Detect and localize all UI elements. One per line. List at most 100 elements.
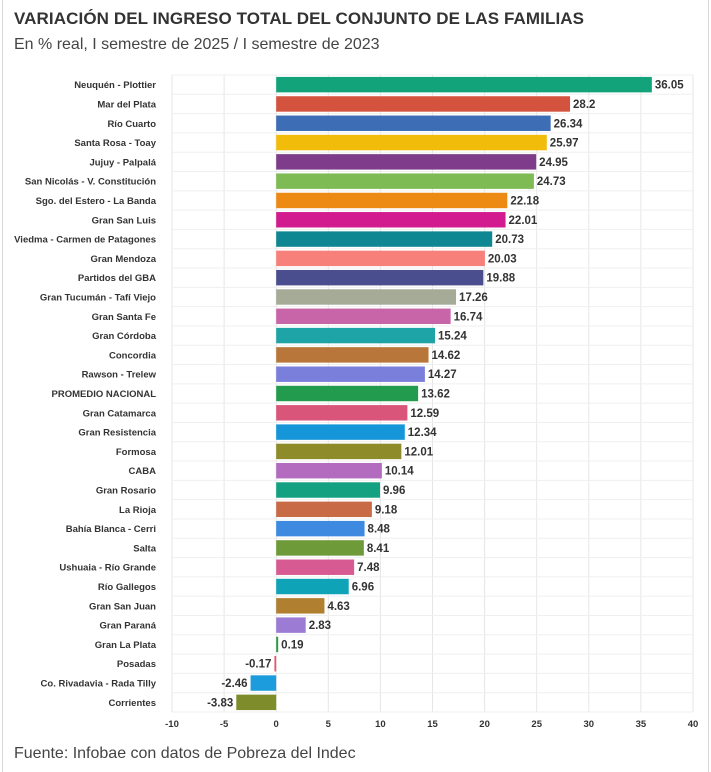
- category-label: Río Gallegos: [98, 582, 156, 593]
- value-label: 16.74: [454, 311, 483, 323]
- value-label: 36.05: [655, 80, 684, 92]
- category-label: Rawson - Trelew: [82, 370, 157, 381]
- bar: [276, 289, 457, 305]
- value-label: 22.18: [510, 195, 539, 207]
- bar: [276, 462, 382, 479]
- x-tick-label: 20: [479, 719, 490, 730]
- bar: [276, 250, 485, 267]
- value-label: 12.01: [404, 446, 433, 458]
- x-tick-label: 5: [326, 719, 332, 730]
- bar: [276, 366, 425, 382]
- bar: [276, 443, 402, 460]
- category-label: Formosa: [116, 447, 157, 458]
- bar: [276, 385, 419, 402]
- category-label: Posadas: [117, 659, 156, 670]
- value-label: 14.27: [428, 369, 457, 381]
- bar: [276, 212, 506, 228]
- category-label: Bahía Blanca - Cerri: [66, 524, 156, 535]
- category-label: Mar del Plata: [97, 99, 156, 110]
- x-tick-label: 15: [427, 719, 438, 730]
- value-label: 28.2: [573, 99, 595, 111]
- value-label: 0.19: [281, 639, 303, 651]
- category-label: PROMEDIO NACIONAL: [52, 389, 157, 400]
- value-label: 6.96: [352, 582, 374, 594]
- value-label: 19.88: [486, 273, 515, 285]
- category-label: Gran Tucumán - Tafí Viejo: [40, 292, 156, 303]
- value-label: -3.83: [207, 697, 233, 709]
- value-label: 24.73: [537, 176, 566, 188]
- value-label: 22.01: [509, 215, 538, 227]
- x-tick-label: 40: [688, 719, 699, 730]
- category-label: Ushuaia - Río Grande: [59, 563, 156, 574]
- bar: [276, 154, 537, 170]
- bar: [276, 501, 372, 518]
- category-label: Gran Mendoza: [91, 254, 157, 265]
- bar: [276, 269, 484, 286]
- bar: [276, 559, 355, 575]
- value-label: 24.95: [539, 157, 568, 169]
- bar: [276, 115, 551, 131]
- category-label: Concordia: [109, 350, 157, 361]
- category-label: Gran Resistencia: [78, 428, 156, 439]
- bar: [276, 173, 534, 189]
- category-label: Corrientes: [108, 698, 156, 709]
- bar: [276, 308, 451, 325]
- x-tick-label: 25: [531, 719, 542, 730]
- category-label: Partidos del GBA: [78, 273, 156, 284]
- bar: [276, 482, 380, 498]
- category-label: Santa Rosa - Toay: [74, 138, 156, 149]
- value-label: 20.03: [488, 253, 517, 265]
- value-label: 9.18: [375, 504, 398, 516]
- category-label: Jujuy - Palpalá: [89, 157, 156, 168]
- category-label: Gran Córdoba: [92, 331, 157, 342]
- value-label: 12.59: [410, 408, 439, 420]
- value-label: -0.17: [245, 659, 271, 671]
- bar: [276, 405, 408, 421]
- category-label: Gran Rosario: [96, 486, 156, 497]
- category-label: Gran San Juan: [89, 601, 156, 612]
- value-label: 17.26: [459, 292, 488, 304]
- value-label: 10.14: [385, 466, 414, 478]
- value-label: 13.62: [421, 389, 450, 401]
- bar: [276, 424, 405, 440]
- source-note: Fuente: Infobae con datos de Pobreza del…: [14, 745, 356, 762]
- bar: [276, 134, 547, 151]
- category-label: Gran San Luis: [92, 215, 156, 226]
- category-label: Gran La Plata: [95, 640, 157, 651]
- bar: [276, 617, 306, 633]
- bar: [276, 96, 571, 112]
- bar: [274, 656, 277, 672]
- category-label: Sgo. del Estero - La Banda: [36, 196, 157, 207]
- value-label: 8.41: [367, 543, 390, 555]
- bar: [276, 540, 364, 556]
- category-label: Gran Paraná: [100, 621, 157, 632]
- value-label: 25.97: [550, 138, 579, 150]
- value-label: 20.73: [495, 234, 524, 246]
- category-label: San Nicolás - V. Constitución: [25, 177, 156, 188]
- bar: [276, 192, 508, 209]
- category-label: Viedma - Carmen de Patagones: [14, 235, 156, 246]
- category-label: Gran Santa Fe: [92, 312, 156, 323]
- bar: [276, 76, 652, 93]
- bar: [236, 694, 277, 711]
- chart-title: VARIACIÓN DEL INGRESO TOTAL DEL CONJUNTO…: [14, 9, 585, 28]
- value-label: 8.48: [368, 524, 391, 536]
- x-tick-label: 35: [636, 719, 647, 730]
- bar: [276, 598, 325, 614]
- value-label: 2.83: [309, 620, 331, 632]
- x-tick-label: -10: [165, 719, 179, 730]
- x-tick-label: 0: [274, 719, 279, 730]
- value-label: -2.46: [221, 678, 247, 690]
- x-tick-label: 10: [375, 719, 386, 730]
- category-label: La Rioja: [119, 505, 157, 516]
- value-label: 9.96: [383, 485, 405, 497]
- value-label: 4.63: [327, 601, 349, 613]
- bar: [250, 675, 277, 691]
- bar: [276, 578, 349, 595]
- bar: [276, 327, 436, 344]
- bar: [276, 231, 493, 247]
- category-label: Neuquén - Plottier: [74, 80, 156, 91]
- category-label: Gran Catamarca: [83, 408, 157, 419]
- bar: [276, 520, 365, 537]
- bar: [276, 636, 279, 653]
